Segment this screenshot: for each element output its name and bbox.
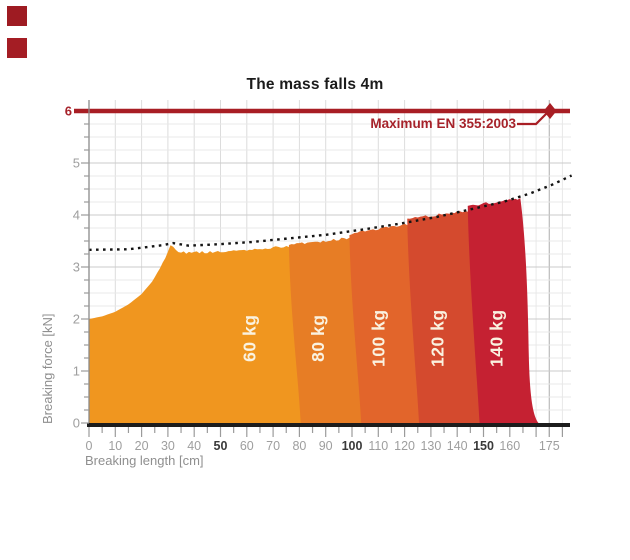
y-tick-label: 4 xyxy=(73,208,80,223)
x-tick-label: 20 xyxy=(135,439,149,453)
band-label: 140 kg xyxy=(487,309,507,366)
y-tick-label: 3 xyxy=(73,260,80,275)
band-area-60-kg xyxy=(89,244,309,423)
x-tick-label: 110 xyxy=(368,439,388,453)
max-line-connector xyxy=(517,111,549,126)
x-tick-label: 50 xyxy=(214,439,228,453)
y-tick-label: 5 xyxy=(73,156,80,171)
y-tick-label: 0 xyxy=(73,416,80,431)
x-tick-label: 150 xyxy=(473,439,494,453)
x-tick-label: 130 xyxy=(420,439,441,453)
max-line-label: Maximum EN 355:2003 xyxy=(370,116,516,131)
x-axis-title: Breaking length [cm] xyxy=(85,453,204,468)
x-tick-label: 90 xyxy=(319,439,333,453)
band-area-100-kg xyxy=(349,223,427,423)
x-tick-label: 160 xyxy=(499,439,520,453)
x-tick-label: 70 xyxy=(266,439,280,453)
max-line-marker-diamond xyxy=(543,103,557,119)
chart-title: The mass falls 4m xyxy=(246,76,384,93)
band-area-140-kg xyxy=(467,198,539,423)
x-tick-label: 0 xyxy=(86,439,93,453)
x-tick-label: 140 xyxy=(447,439,468,453)
band-label: 120 kg xyxy=(427,309,447,366)
x-tick-label: 60 xyxy=(240,439,254,453)
band-label: 60 kg xyxy=(239,315,259,362)
band-label: 80 kg xyxy=(308,315,328,362)
y-tick-label: 2 xyxy=(73,312,80,327)
band-label: 100 kg xyxy=(368,309,388,366)
band-area-120-kg xyxy=(407,209,488,423)
x-tick-label: 80 xyxy=(292,439,306,453)
red-square-icon xyxy=(7,38,27,58)
x-tick-label: 100 xyxy=(342,439,363,453)
trend-dotted-line xyxy=(88,174,573,251)
x-tick-label: 30 xyxy=(161,439,175,453)
band-area-80-kg xyxy=(288,237,370,423)
red-square-icon xyxy=(7,6,27,26)
x-tick-label: 10 xyxy=(108,439,122,453)
x-tick-label: 40 xyxy=(187,439,201,453)
x-tick-label: 120 xyxy=(394,439,415,453)
y-tick-label: 1 xyxy=(73,364,80,379)
x-tick-label: 175 xyxy=(539,439,560,453)
x-axis-line xyxy=(87,423,570,427)
y-tick-label: 6 xyxy=(65,104,72,119)
y-axis-title: Breaking force [kN] xyxy=(40,313,55,424)
